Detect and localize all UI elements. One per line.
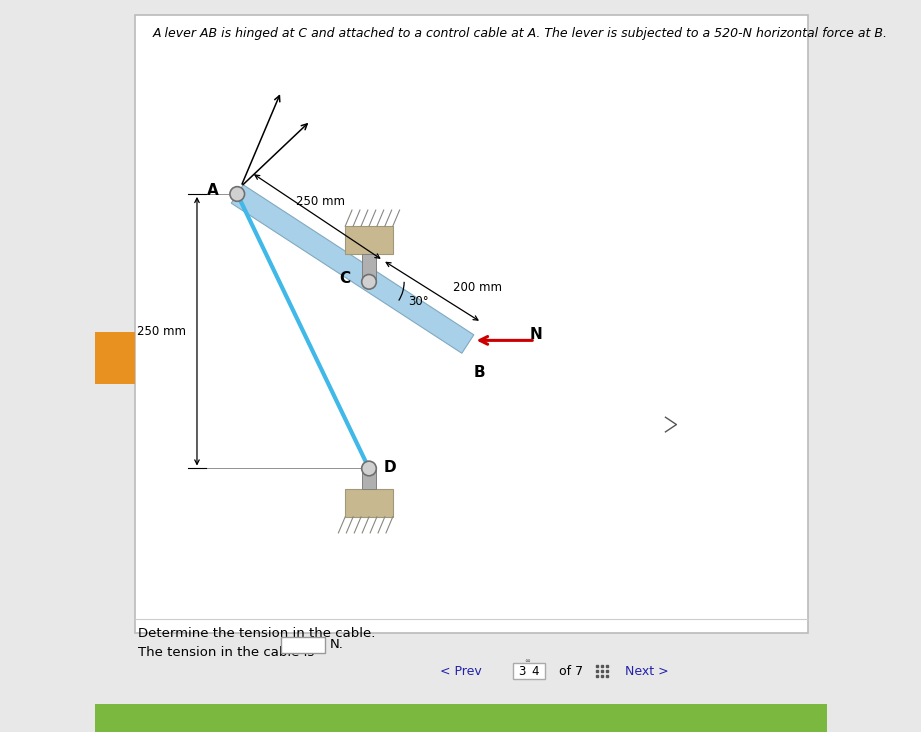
Text: 200 mm: 200 mm [452, 281, 502, 294]
Text: 4: 4 [531, 665, 539, 678]
Bar [95, 704, 826, 732]
Polygon shape [231, 184, 473, 354]
Bar [362, 468, 377, 489]
Text: A: A [207, 183, 219, 198]
Text: B: B [473, 365, 485, 379]
Text: N.: N. [331, 638, 344, 651]
Bar [345, 226, 392, 254]
Text: The tension in the cable is: The tension in the cable is [138, 646, 315, 659]
Text: 3: 3 [519, 665, 526, 678]
Text: Next >: Next > [625, 665, 669, 678]
Text: 30°: 30° [408, 295, 428, 308]
Bar [281, 637, 325, 653]
Text: ∞: ∞ [524, 658, 530, 664]
Bar [513, 663, 545, 679]
Text: of 7: of 7 [559, 665, 583, 678]
Bar [345, 489, 392, 517]
Text: 250 mm: 250 mm [137, 325, 186, 337]
Circle shape [362, 461, 377, 476]
Text: 250 mm: 250 mm [297, 195, 345, 208]
Bar [95, 332, 134, 384]
Text: D: D [384, 460, 396, 474]
Text: C: C [340, 271, 351, 285]
Text: A lever AB is hinged at C and attached to a control cable at A. The lever is sub: A lever AB is hinged at C and attached t… [153, 27, 888, 40]
Circle shape [362, 274, 377, 289]
Text: N: N [530, 327, 542, 342]
Text: Determine the tension in the cable.: Determine the tension in the cable. [138, 627, 376, 640]
Bar [362, 254, 377, 282]
Text: < Prev: < Prev [439, 665, 482, 679]
Bar [134, 15, 809, 633]
Circle shape [230, 187, 245, 201]
